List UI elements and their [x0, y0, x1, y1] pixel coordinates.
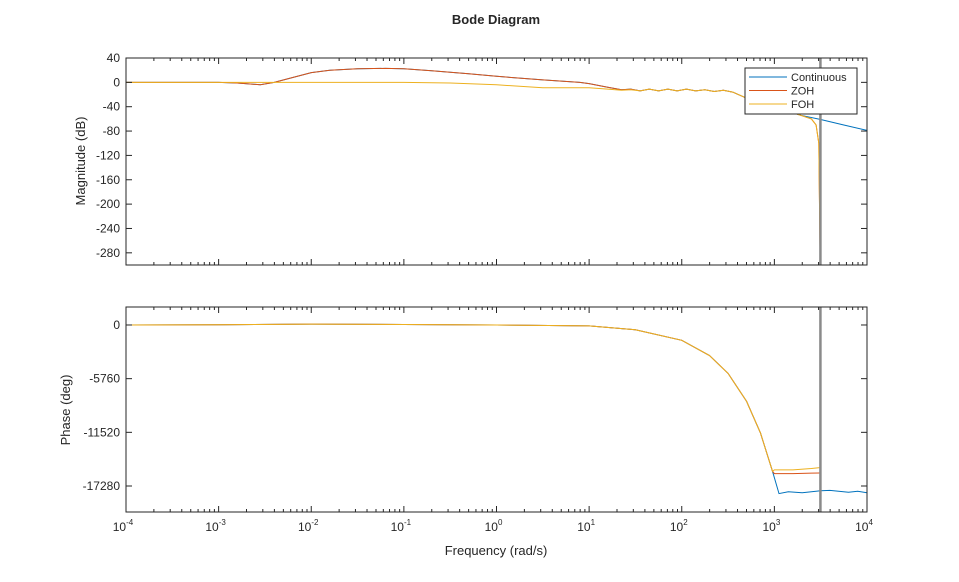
axes-magnitude: 40 0 -40 -80 -120 -160 -200 -240 -280 [96, 51, 868, 266]
magnitude-ylabel: Magnitude (dB) [73, 117, 88, 206]
phase-ylabel: Phase (deg) [58, 375, 73, 446]
y-tick-label: -17280 [83, 479, 121, 493]
series-line-foh [126, 323, 820, 473]
x-tick-label: 100 [485, 518, 503, 534]
y-tick-label: 40 [107, 51, 121, 65]
y-tick-label: -240 [96, 221, 120, 235]
frequency-xlabel: Frequency (rad/s) [445, 543, 548, 558]
legend-label-zoh: ZOH [791, 86, 814, 98]
series-line-zoh [126, 67, 821, 265]
x-tick-label: 10-4 [113, 518, 134, 534]
x-tick-label: 10-3 [205, 518, 226, 534]
y-tick-label: -40 [103, 100, 121, 114]
legend-label-foh: FOH [791, 99, 814, 111]
x-tick-label: 10-2 [298, 518, 319, 534]
y-tick-label: -5760 [89, 372, 120, 386]
legend-label-continuous: Continuous [791, 72, 847, 84]
chart-title: Bode Diagram [452, 12, 540, 27]
y-tick-label: 0 [113, 75, 120, 89]
series-line-foh [126, 81, 821, 265]
y-tick-label: -80 [103, 124, 121, 138]
series-line-continuous [126, 323, 867, 495]
y-tick-label: -280 [96, 246, 120, 260]
series-line-zoh [126, 323, 820, 475]
y-tick-label: 0 [113, 318, 120, 332]
y-tick-label: -160 [96, 173, 120, 187]
axes-box [125, 306, 868, 513]
y-tick-label: -120 [96, 148, 120, 162]
x-tick-label: 101 [577, 518, 595, 534]
x-tick-label: 104 [855, 518, 873, 534]
y-tick-label: -11520 [84, 425, 121, 439]
x-tick-label: 10-1 [391, 518, 412, 534]
y-tick-label: -200 [96, 197, 120, 211]
x-tick-label: 102 [670, 518, 688, 534]
x-tick-label: 103 [762, 518, 780, 534]
axes-phase: 10-4 10-3 10-2 10-1 100 101 102 103 104 0 -5760 -11… [83, 306, 873, 534]
